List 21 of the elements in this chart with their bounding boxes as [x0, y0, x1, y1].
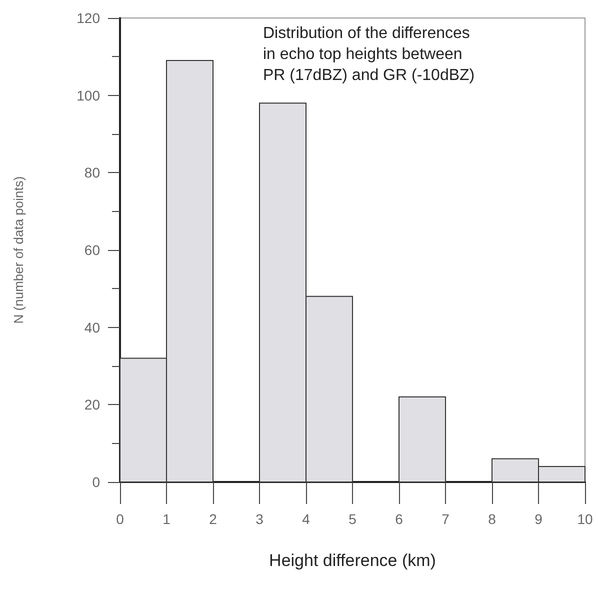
x-tick-label: 2 [209, 511, 218, 527]
y-axis-title: N (number of data points) [11, 176, 26, 324]
y-tick-label: 40 [84, 319, 100, 336]
y-tick-label: 120 [76, 10, 100, 26]
x-axis-title: Height difference (km) [269, 551, 436, 570]
y-tick-label: 80 [84, 164, 100, 181]
x-tick-label: 3 [256, 511, 264, 527]
x-tick-label: 4 [302, 511, 310, 527]
x-tick-label: 5 [348, 511, 357, 527]
x-tick-label: 0 [116, 511, 124, 527]
text: Distribution of the differences in echo top heights between PR (17dBZ) and GR (-10dBZ) [263, 25, 475, 84]
y-tick-label: 60 [84, 242, 100, 258]
x-tick-label: 7 [442, 511, 450, 527]
x-tick-label: 1 [162, 511, 171, 527]
y-tick-label: 0 [92, 474, 100, 490]
x-tick-label: 10 [577, 511, 593, 527]
x-tick-label: 6 [395, 511, 404, 527]
x-tick-label: 8 [488, 511, 496, 527]
y-tick-label: 20 [84, 396, 100, 413]
y-tick-label: 100 [76, 87, 100, 104]
x-tick-label: 9 [534, 511, 543, 527]
